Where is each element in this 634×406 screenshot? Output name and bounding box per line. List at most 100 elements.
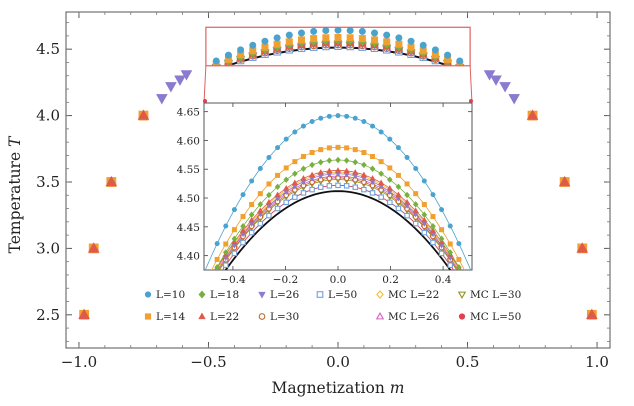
- legend-label: MC L=26: [388, 311, 440, 323]
- legend-label: L=18: [210, 289, 239, 301]
- inset-point-l-22: [352, 169, 359, 175]
- inset-point-l-22: [309, 171, 316, 178]
- inset-point-l-18: [412, 201, 419, 208]
- inset-point-l-10: [326, 113, 332, 119]
- inset-point-l-18: [240, 223, 246, 230]
- inset-point-l-50: [343, 183, 350, 189]
- legend-marker: [376, 290, 384, 299]
- inset-point-l-18: [438, 235, 445, 242]
- inset-point-l-10: [318, 115, 324, 121]
- inset-point-l-22: [334, 167, 342, 173]
- main-point-l-10: [261, 37, 269, 45]
- legend-entry-mc-l-30: MC L=30: [457, 289, 521, 301]
- inset-point-l-10: [223, 223, 229, 229]
- inset-point-l-14: [387, 165, 393, 171]
- inset-point-l-14: [421, 202, 427, 208]
- inset-point-l-18: [317, 158, 324, 166]
- inset-point-l-50: [421, 229, 428, 236]
- inset-point-l-50: [412, 220, 419, 227]
- outer-point-l-22: [87, 242, 100, 253]
- inset-point-l-50: [404, 212, 410, 219]
- inset-point-l-14: [326, 145, 332, 151]
- inset-point-l-14: [249, 202, 255, 208]
- main-near-critical-points: [211, 27, 465, 66]
- inset-point-l-10: [275, 145, 281, 151]
- inset-point-l-14: [378, 159, 384, 165]
- outer-point-l-26: [490, 75, 502, 86]
- legend-label: MC L=50: [470, 311, 521, 323]
- inset-point-l-50: [300, 190, 307, 196]
- main-point-l-10: [371, 29, 379, 37]
- inset-point-l-22: [404, 198, 411, 205]
- inset-point-l-18: [386, 176, 393, 183]
- main-plot: −1.0 −0.5 0.0 0.5 1.0 2.5 3.0 3.5 4.0 4.5 Magnetiz…: [6, 11, 611, 397]
- inset-point-l-10: [404, 154, 410, 160]
- y-tick-label: 4.5: [36, 40, 60, 58]
- inset-x-tick-label: −0.4: [220, 274, 246, 286]
- inset-point-l-22: [386, 185, 393, 191]
- connector-dot-left: [203, 99, 207, 103]
- outer-point-l-26: [174, 75, 186, 86]
- inset-point-l-22: [248, 216, 255, 223]
- outer-point-l-26: [180, 70, 193, 81]
- inset-point-l-22: [429, 227, 437, 233]
- inset-point-l-18: [335, 156, 341, 164]
- inset-point-l-14: [257, 191, 263, 197]
- inset-y-tick-label: 4.40: [177, 251, 200, 263]
- inset-point-l-14: [240, 214, 246, 220]
- outer-point-l-26: [156, 94, 168, 105]
- inset-point-l-14: [292, 159, 298, 165]
- inset-point-l-14: [395, 172, 401, 178]
- outer-point-l-22: [576, 242, 589, 253]
- y-tick-label: 3.5: [36, 173, 60, 191]
- inset-point-l-14: [214, 256, 220, 262]
- main-point-l-14: [395, 40, 403, 48]
- inset-point-l-10: [292, 129, 298, 135]
- inset-point-l-50: [387, 199, 393, 206]
- inset-point-l-22: [343, 167, 350, 174]
- main-point-l-14: [383, 38, 391, 46]
- x-tick-label: 1.0: [585, 353, 609, 371]
- legend-entry-l-10: L=10: [144, 289, 185, 301]
- inset-point-l-18: [404, 191, 410, 199]
- inset-y-tick-label: 4.65: [177, 107, 200, 119]
- main-point-l-10: [419, 41, 427, 49]
- legend-label: L=14: [156, 311, 185, 323]
- inset-point-l-50: [266, 212, 272, 219]
- inset-point-l-10: [335, 113, 341, 119]
- outer-point-l-26: [165, 82, 177, 93]
- inset-point-l-18: [369, 165, 376, 172]
- inset-point-l-18: [214, 264, 220, 270]
- main-point-l-14: [322, 34, 330, 42]
- inset-point-l-50: [317, 184, 324, 190]
- inset-point-l-22: [239, 227, 247, 233]
- inset-point-l-18: [266, 191, 272, 199]
- outer-point-l-26: [499, 82, 511, 93]
- x-tick-label: −1.0: [61, 353, 97, 371]
- inset-point-l-22: [300, 175, 307, 181]
- inset-point-l-14: [309, 149, 315, 155]
- inset-point-l-10: [231, 207, 237, 213]
- inset-point-l-14: [344, 145, 350, 151]
- outer-point-l-26: [508, 94, 520, 105]
- legend-marker: [258, 313, 266, 320]
- inset-point-l-18: [430, 223, 436, 230]
- legend-marker: [457, 291, 467, 299]
- legend-marker: [375, 312, 385, 320]
- inset-point-l-50: [274, 205, 281, 212]
- main-point-l-10: [358, 27, 366, 35]
- inset-point-l-14: [456, 256, 462, 262]
- outer-point-l-22: [137, 109, 150, 120]
- main-point-l-10: [273, 34, 281, 42]
- y-tick-label: 2.5: [36, 306, 60, 324]
- inset-point-l-14: [300, 153, 306, 159]
- outer-point-l-22: [586, 308, 598, 320]
- inset-x-tick-label: 0.4: [435, 274, 452, 286]
- outer-point-l-22: [558, 175, 571, 187]
- inset-point-l-14: [283, 165, 289, 171]
- main-point-l-10: [395, 34, 403, 42]
- inset-point-l-50: [430, 239, 436, 246]
- main-point-l-10: [431, 46, 439, 54]
- inset-point-l-18: [300, 165, 307, 172]
- inset-point-l-18: [283, 176, 290, 183]
